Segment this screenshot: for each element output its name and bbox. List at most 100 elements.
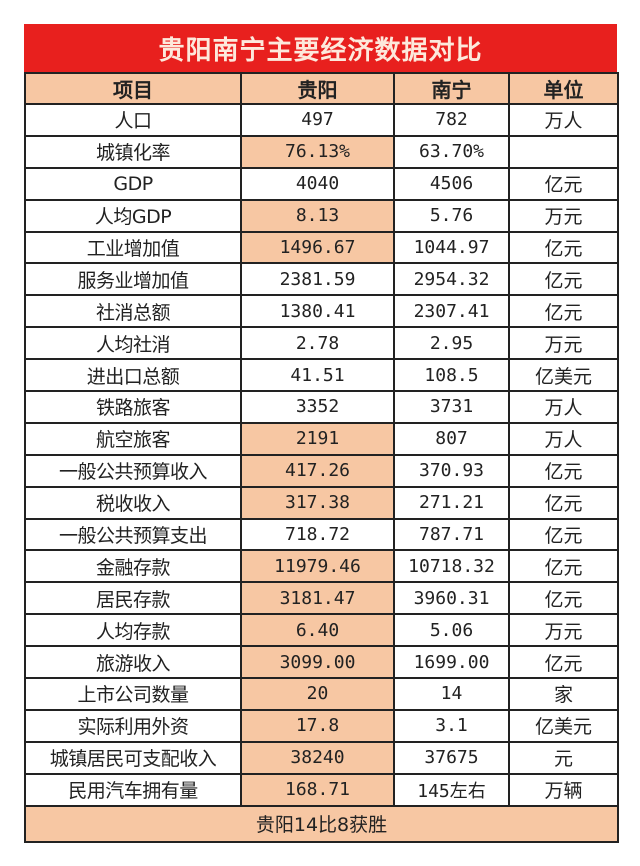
nanning-value: 1044.97 bbox=[393, 230, 510, 265]
guiyang-value: 317.38 bbox=[240, 485, 395, 520]
comparison-table-container: 贵阳南宁主要经济数据对比 项目 贵阳 南宁 单位 人口 497 782 万人 城镇化率 7… bbox=[24, 24, 619, 843]
nanning-value: 5.76 bbox=[393, 198, 510, 233]
unit-value: 万人 bbox=[508, 421, 619, 456]
header-row: 项目 贵阳 南宁 单位 bbox=[24, 72, 619, 105]
row-item: 城镇居民可支配收入 bbox=[24, 740, 242, 775]
guiyang-value: 417.26 bbox=[240, 453, 395, 488]
unit-value: 亿元 bbox=[508, 294, 619, 329]
unit-value: 万元 bbox=[508, 326, 619, 361]
nanning-value: 108.5 bbox=[393, 358, 510, 393]
nanning-value: 10718.32 bbox=[393, 549, 510, 584]
guiyang-value: 11979.46 bbox=[240, 549, 395, 584]
row-item: 社消总额 bbox=[24, 294, 242, 329]
table-row: 人口 497 782 万人 bbox=[24, 103, 619, 137]
guiyang-value: 41.51 bbox=[240, 358, 395, 393]
unit-value: 万人 bbox=[508, 103, 619, 137]
guiyang-value: 2191 bbox=[240, 421, 395, 456]
table-row: 服务业增加值 2381.59 2954.32 亿元 bbox=[24, 262, 619, 297]
nanning-value: 145左右 bbox=[393, 772, 510, 807]
row-item: GDP bbox=[24, 166, 242, 201]
header-unit: 单位 bbox=[508, 72, 619, 105]
row-item: 实际利用外资 bbox=[24, 708, 242, 743]
comparison-table: 项目 贵阳 南宁 单位 人口 497 782 万人 城镇化率 76.13% 63.70% GD… bbox=[24, 72, 619, 843]
guiyang-value: 6.40 bbox=[240, 613, 395, 648]
guiyang-value: 8.13 bbox=[240, 198, 395, 233]
unit-value: 万辆 bbox=[508, 772, 619, 807]
table-row: 工业增加值 1496.67 1044.97 亿元 bbox=[24, 230, 619, 265]
guiyang-value: 497 bbox=[240, 103, 395, 137]
guiyang-value: 4040 bbox=[240, 166, 395, 201]
nanning-value: 787.71 bbox=[393, 517, 510, 552]
table-row: GDP 4040 4506 亿元 bbox=[24, 166, 619, 201]
nanning-value: 1699.00 bbox=[393, 645, 510, 680]
table-row: 铁路旅客 3352 3731 万人 bbox=[24, 390, 619, 424]
table-row: 一般公共预算支出 718.72 787.71 亿元 bbox=[24, 517, 619, 552]
table-row: 人均社消 2.78 2.95 万元 bbox=[24, 326, 619, 361]
nanning-value: 3.1 bbox=[393, 708, 510, 743]
table-row: 城镇化率 76.13% 63.70% bbox=[24, 134, 619, 169]
row-item: 税收收入 bbox=[24, 485, 242, 520]
unit-value: 元 bbox=[508, 740, 619, 775]
header-guiyang: 贵阳 bbox=[240, 72, 395, 105]
summary-text: 贵阳14比8获胜 bbox=[24, 804, 619, 843]
nanning-value: 63.70% bbox=[393, 134, 510, 169]
nanning-value: 3731 bbox=[393, 390, 510, 424]
table-title: 贵阳南宁主要经济数据对比 bbox=[24, 24, 617, 72]
unit-value: 亿元 bbox=[508, 485, 619, 520]
guiyang-value: 3181.47 bbox=[240, 581, 395, 616]
unit-value: 亿美元 bbox=[508, 358, 619, 393]
unit-value: 家 bbox=[508, 677, 619, 711]
header-item: 项目 bbox=[24, 72, 242, 105]
nanning-value: 370.93 bbox=[393, 453, 510, 488]
row-item: 上市公司数量 bbox=[24, 677, 242, 711]
table-row: 金融存款 11979.46 10718.32 亿元 bbox=[24, 549, 619, 584]
table-row: 上市公司数量 20 14 家 bbox=[24, 677, 619, 711]
row-item: 人口 bbox=[24, 103, 242, 137]
unit-value: 亿元 bbox=[508, 262, 619, 297]
row-item: 城镇化率 bbox=[24, 134, 242, 169]
row-item: 人均存款 bbox=[24, 613, 242, 648]
nanning-value: 4506 bbox=[393, 166, 510, 201]
guiyang-value: 1496.67 bbox=[240, 230, 395, 265]
guiyang-value: 76.13% bbox=[240, 134, 395, 169]
guiyang-value: 38240 bbox=[240, 740, 395, 775]
unit-value: 万人 bbox=[508, 390, 619, 424]
row-item: 工业增加值 bbox=[24, 230, 242, 265]
guiyang-value: 3352 bbox=[240, 390, 395, 424]
unit-value: 亿元 bbox=[508, 230, 619, 265]
table-row: 实际利用外资 17.8 3.1 亿美元 bbox=[24, 708, 619, 743]
row-item: 金融存款 bbox=[24, 549, 242, 584]
header-nanning: 南宁 bbox=[393, 72, 510, 105]
summary-row: 贵阳14比8获胜 bbox=[24, 804, 619, 843]
row-item: 一般公共预算支出 bbox=[24, 517, 242, 552]
nanning-value: 2.95 bbox=[393, 326, 510, 361]
row-item: 居民存款 bbox=[24, 581, 242, 616]
table-row: 旅游收入 3099.00 1699.00 亿元 bbox=[24, 645, 619, 680]
guiyang-value: 3099.00 bbox=[240, 645, 395, 680]
table-row: 社消总额 1380.41 2307.41 亿元 bbox=[24, 294, 619, 329]
guiyang-value: 20 bbox=[240, 677, 395, 711]
unit-value: 亿元 bbox=[508, 517, 619, 552]
unit-value: 万元 bbox=[508, 613, 619, 648]
nanning-value: 2954.32 bbox=[393, 262, 510, 297]
row-item: 航空旅客 bbox=[24, 421, 242, 456]
nanning-value: 782 bbox=[393, 103, 510, 137]
guiyang-value: 2.78 bbox=[240, 326, 395, 361]
nanning-value: 3960.31 bbox=[393, 581, 510, 616]
unit-value: 亿元 bbox=[508, 549, 619, 584]
nanning-value: 14 bbox=[393, 677, 510, 711]
unit-value: 亿元 bbox=[508, 645, 619, 680]
guiyang-value: 168.71 bbox=[240, 772, 395, 807]
unit-value: 亿元 bbox=[508, 581, 619, 616]
table-row: 民用汽车拥有量 168.71 145左右 万辆 bbox=[24, 772, 619, 807]
guiyang-value: 1380.41 bbox=[240, 294, 395, 329]
row-item: 铁路旅客 bbox=[24, 390, 242, 424]
unit-value: 亿元 bbox=[508, 453, 619, 488]
table-row: 人均GDP 8.13 5.76 万元 bbox=[24, 198, 619, 233]
unit-value bbox=[508, 134, 619, 169]
row-item: 旅游收入 bbox=[24, 645, 242, 680]
table-row: 一般公共预算收入 417.26 370.93 亿元 bbox=[24, 453, 619, 488]
table-row: 航空旅客 2191 807 万人 bbox=[24, 421, 619, 456]
table-row: 人均存款 6.40 5.06 万元 bbox=[24, 613, 619, 648]
table-row: 税收收入 317.38 271.21 亿元 bbox=[24, 485, 619, 520]
